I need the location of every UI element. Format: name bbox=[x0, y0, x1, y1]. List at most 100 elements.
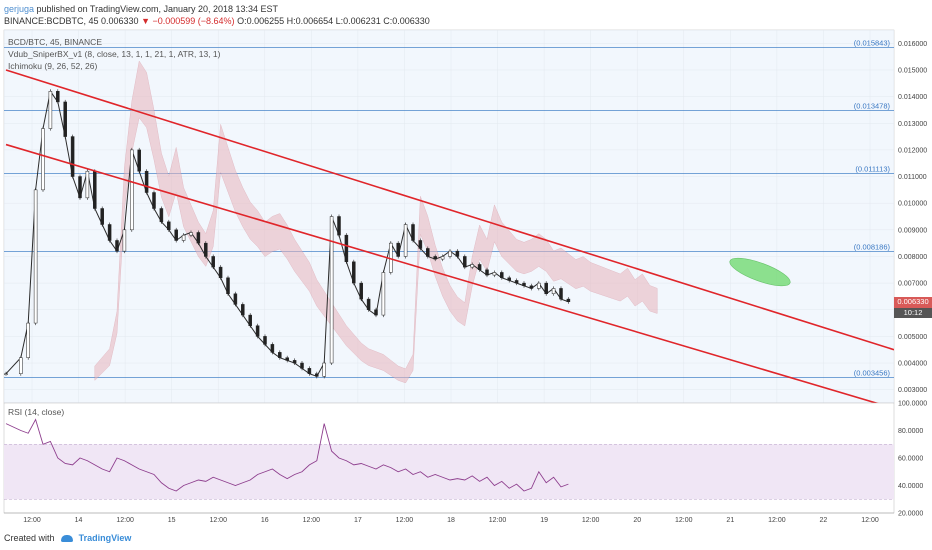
fib-level-label: (0.003456) bbox=[854, 369, 891, 378]
candle-body bbox=[292, 360, 297, 364]
candle-body bbox=[174, 229, 178, 241]
footer: Created with TradingView bbox=[4, 533, 131, 543]
candle-body bbox=[48, 91, 53, 129]
candle-body bbox=[4, 373, 8, 375]
x-tick-label: 15 bbox=[168, 517, 176, 524]
cloud-area bbox=[94, 60, 658, 384]
candle-body bbox=[248, 314, 252, 326]
candle-body bbox=[485, 269, 489, 276]
candle-body bbox=[477, 264, 482, 271]
rsi-tick-label: 20.0000 bbox=[898, 511, 923, 518]
rsi-axis: 100.0000 80.0000 60.0000 40.0000 20.0000 bbox=[898, 401, 927, 518]
candle-body bbox=[204, 242, 208, 257]
candle-body bbox=[522, 282, 526, 287]
candle-body bbox=[566, 298, 571, 303]
candle-body bbox=[226, 277, 230, 295]
y-tick-label: 0.011000 bbox=[898, 174, 927, 181]
fib-level-label: (0.008186) bbox=[854, 243, 891, 252]
candle-body bbox=[300, 362, 304, 369]
candle-body bbox=[255, 325, 260, 337]
x-tick-label: 12:00 bbox=[861, 517, 879, 524]
candle-body bbox=[440, 256, 445, 260]
candle-body bbox=[85, 170, 90, 199]
candle-body bbox=[159, 208, 164, 223]
candle-body bbox=[307, 368, 312, 374]
candle-body bbox=[551, 288, 556, 295]
candle-body bbox=[322, 362, 326, 377]
rsi-tick-label: 80.0000 bbox=[898, 428, 923, 435]
x-tick-label: 12:00 bbox=[209, 517, 227, 524]
tradingview-logo-icon bbox=[61, 535, 74, 543]
candle-body bbox=[315, 373, 319, 377]
fib-level-label: (0.013478) bbox=[854, 102, 891, 111]
candle-body bbox=[181, 234, 186, 241]
candle-body bbox=[144, 170, 149, 193]
candle-body bbox=[130, 149, 134, 231]
y-tick-label: 0.005000 bbox=[898, 334, 927, 341]
rsi-tick-label: 60.0000 bbox=[898, 456, 923, 463]
chart-title: BCD/BTC, 45, BINANCE bbox=[8, 37, 102, 47]
candle-body bbox=[448, 250, 452, 257]
x-tick-label: 12:00 bbox=[582, 517, 600, 524]
candle-body bbox=[167, 221, 171, 231]
candle-body bbox=[33, 189, 38, 324]
ichimoku-cloud bbox=[94, 60, 658, 384]
x-tick-label: 18 bbox=[447, 517, 455, 524]
y-tick-label: 0.010000 bbox=[898, 201, 927, 208]
price-change: ▼ −0.000599 (−8.64%) bbox=[141, 16, 235, 26]
x-tick-label: 22 bbox=[820, 517, 828, 524]
indicator-ichimoku: Ichimoku (9, 26, 52, 26) bbox=[8, 61, 97, 71]
candle-body bbox=[241, 304, 245, 316]
candle-body bbox=[492, 272, 497, 276]
candle-body bbox=[233, 293, 238, 305]
candle-body bbox=[26, 322, 30, 358]
y-tick-label: 0.013000 bbox=[898, 121, 927, 128]
candle-body bbox=[122, 229, 127, 252]
candle-body bbox=[263, 336, 267, 345]
channel-shade bbox=[4, 30, 894, 403]
symbol-header: BINANCE:BCDBTC, 45 0.006330 ▼ −0.000599 … bbox=[4, 15, 430, 27]
x-tick-label: 17 bbox=[354, 517, 362, 524]
candle-body bbox=[63, 101, 67, 137]
y-tick-label: 0.008000 bbox=[898, 254, 927, 261]
y-tick-label: 0.007000 bbox=[898, 281, 927, 288]
candle-body bbox=[285, 357, 289, 361]
indicator-sniper: Vdub_SniperBX_v1 (8, close, 13, 1, 1, 21… bbox=[8, 49, 221, 59]
candle-body bbox=[329, 216, 334, 364]
x-tick-label: 19 bbox=[540, 517, 548, 524]
candle-body bbox=[115, 240, 119, 252]
candle-body bbox=[359, 282, 363, 300]
y-tick-label: 0.012000 bbox=[898, 147, 927, 154]
last-price-tag: 0.006330 bbox=[894, 297, 932, 308]
candle-body bbox=[352, 261, 356, 284]
target-zone bbox=[729, 257, 791, 287]
time-axis: 12:00 14 12:00 15 12:00 16 12:00 17 12:00 18 12:00… bbox=[23, 517, 879, 524]
x-tick-label: 12:00 bbox=[116, 517, 134, 524]
x-tick-label: 14 bbox=[75, 517, 83, 524]
trend-channel bbox=[5, 69, 894, 403]
x-tick-label: 12:00 bbox=[396, 517, 414, 524]
candle-body bbox=[366, 298, 371, 311]
candle-body bbox=[544, 282, 548, 295]
footer-brand[interactable]: TradingView bbox=[78, 533, 132, 543]
candle-body bbox=[189, 232, 193, 236]
x-tick-label: 20 bbox=[633, 517, 641, 524]
rsi-label: RSI (14, close) bbox=[8, 407, 64, 417]
candle-body bbox=[337, 216, 341, 236]
candle-body bbox=[463, 256, 467, 268]
candle-body bbox=[403, 224, 408, 257]
fib-level-label: (0.011113) bbox=[855, 165, 890, 174]
candle-body bbox=[559, 288, 563, 300]
x-tick-label: 12:00 bbox=[768, 517, 786, 524]
fib-level-labels: (0.015843) (0.013478) (0.011113) (0.008186)… bbox=[854, 39, 891, 378]
candle-body bbox=[196, 232, 201, 244]
author-link[interactable]: gerjuga bbox=[4, 4, 35, 14]
y-tick-label: 0.003000 bbox=[898, 387, 927, 394]
y-tick-label: 0.014000 bbox=[898, 94, 927, 101]
candle-body bbox=[381, 272, 386, 316]
publish-info: published on TradingView.com, January 20… bbox=[36, 4, 279, 14]
countdown-tag: 10:12 bbox=[894, 308, 932, 318]
publish-header: gerjuga published on TradingView.com, Ja… bbox=[4, 3, 278, 15]
y-tick-label: 0.016000 bbox=[898, 41, 927, 48]
